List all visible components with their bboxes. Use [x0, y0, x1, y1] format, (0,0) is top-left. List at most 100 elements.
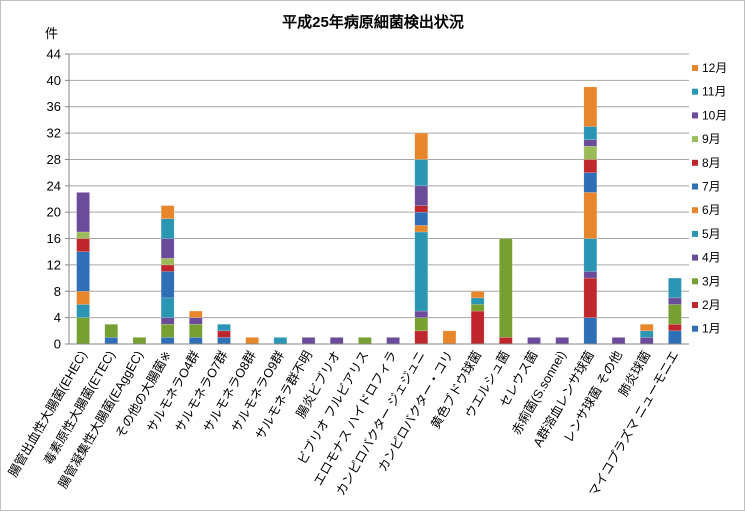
y-tick-label: 36 — [47, 99, 61, 114]
bar-segment — [414, 211, 429, 226]
legend-swatch — [692, 230, 698, 237]
bar-segment — [414, 225, 429, 233]
y-tick-label: 12 — [47, 257, 61, 272]
bar-segment — [583, 146, 598, 160]
bar-segment — [76, 231, 90, 239]
legend-label: 4月 — [702, 251, 721, 265]
y-tick-label: 32 — [47, 126, 61, 141]
bar-segment — [358, 337, 372, 345]
bar-segment — [189, 310, 203, 318]
bar-segment — [583, 159, 598, 173]
bar-segment — [160, 337, 175, 345]
bar-segment — [386, 337, 400, 345]
bar-segment — [470, 310, 485, 345]
bar-segment — [132, 337, 147, 345]
bar-segment — [414, 185, 429, 206]
y-tick-label: 28 — [47, 152, 61, 167]
bar-segment — [160, 238, 175, 259]
bar-segment — [583, 86, 598, 127]
bar-segment — [76, 238, 90, 252]
bar-segment — [583, 192, 598, 239]
legend-swatch — [692, 112, 698, 119]
bars — [76, 86, 682, 345]
y-tick-label: 20 — [47, 205, 61, 220]
bar-segment — [499, 238, 513, 338]
y-tick-label: 4 — [54, 310, 61, 325]
chart-title: 平成25年病原細菌検出状況 — [282, 13, 464, 31]
bar-segment — [76, 317, 90, 345]
bar-segment — [470, 304, 485, 312]
bar-segment — [160, 218, 175, 239]
bar-segment — [668, 297, 682, 305]
bar-segment — [639, 337, 654, 345]
bar-segment — [160, 205, 175, 220]
bar-segment — [76, 304, 90, 318]
bar-segment — [160, 264, 175, 272]
bar-segment — [470, 291, 485, 299]
bar-segment — [104, 337, 119, 345]
bar-segment — [583, 317, 598, 345]
y-tick-label: 8 — [54, 284, 61, 299]
legend-swatch — [692, 325, 698, 332]
legend-swatch — [692, 159, 698, 166]
legend-swatch — [692, 207, 698, 214]
bar-segment — [217, 323, 231, 332]
y-tick-label: 0 — [54, 337, 61, 352]
legend-label: 10月 — [702, 108, 727, 122]
legend-swatch — [692, 278, 698, 285]
bar-segment — [189, 317, 203, 325]
bar-segment — [583, 238, 598, 272]
bar-segment — [583, 126, 598, 140]
bar-segment — [470, 297, 485, 305]
bar-segment — [583, 271, 598, 279]
bar-segment — [668, 323, 682, 332]
bar-segment — [76, 291, 90, 305]
bar-segment — [499, 337, 513, 345]
legend-label: 2月 — [702, 298, 721, 312]
bar-segment — [301, 337, 316, 345]
bar-segment — [414, 310, 429, 318]
y-tick-label: 16 — [47, 231, 61, 246]
bar-segment — [414, 330, 429, 345]
bar-segment — [245, 337, 259, 345]
bar-segment — [160, 317, 175, 325]
bar-segment — [273, 337, 288, 345]
legend-label: 9月 — [702, 132, 721, 146]
bar-segment — [160, 271, 175, 299]
bar-segment — [414, 159, 429, 187]
legend-swatch — [692, 302, 698, 308]
bar-segment — [611, 337, 626, 345]
legend-label: 12月 — [702, 61, 727, 75]
bar-segment — [414, 317, 429, 332]
legend: 12月 11月 10月 9月 8月 7月 6月 5月 4月 3月 2月 1月 — [692, 61, 727, 336]
legend-label: 1月 — [702, 322, 721, 336]
bar-segment — [442, 330, 457, 345]
bar-segment — [639, 330, 654, 338]
bar-segment — [76, 192, 90, 233]
bar-segment — [555, 337, 569, 345]
legend-swatch — [692, 65, 698, 71]
bar-segment — [414, 205, 429, 213]
legend-label: 5月 — [702, 227, 721, 241]
y-tick-label: 40 — [47, 73, 61, 88]
legend-swatch — [692, 88, 698, 95]
bar-segment — [527, 337, 541, 345]
bar-segment — [160, 258, 175, 266]
legend-swatch — [692, 254, 698, 261]
bar-segment — [160, 297, 175, 318]
bar-segment — [217, 337, 231, 345]
bar-segment — [160, 323, 175, 338]
legend-swatch — [692, 183, 698, 190]
legend-label: 8月 — [702, 156, 721, 170]
bar-segment — [668, 304, 682, 325]
bar-segment — [76, 251, 90, 292]
bar-segment — [414, 132, 429, 160]
legend-label: 7月 — [702, 180, 721, 194]
bar-segment — [583, 172, 598, 193]
bar-segment — [583, 139, 598, 147]
bar-segment — [583, 277, 598, 318]
y-tick-label: 44 — [47, 47, 61, 62]
bar-segment — [217, 330, 231, 338]
